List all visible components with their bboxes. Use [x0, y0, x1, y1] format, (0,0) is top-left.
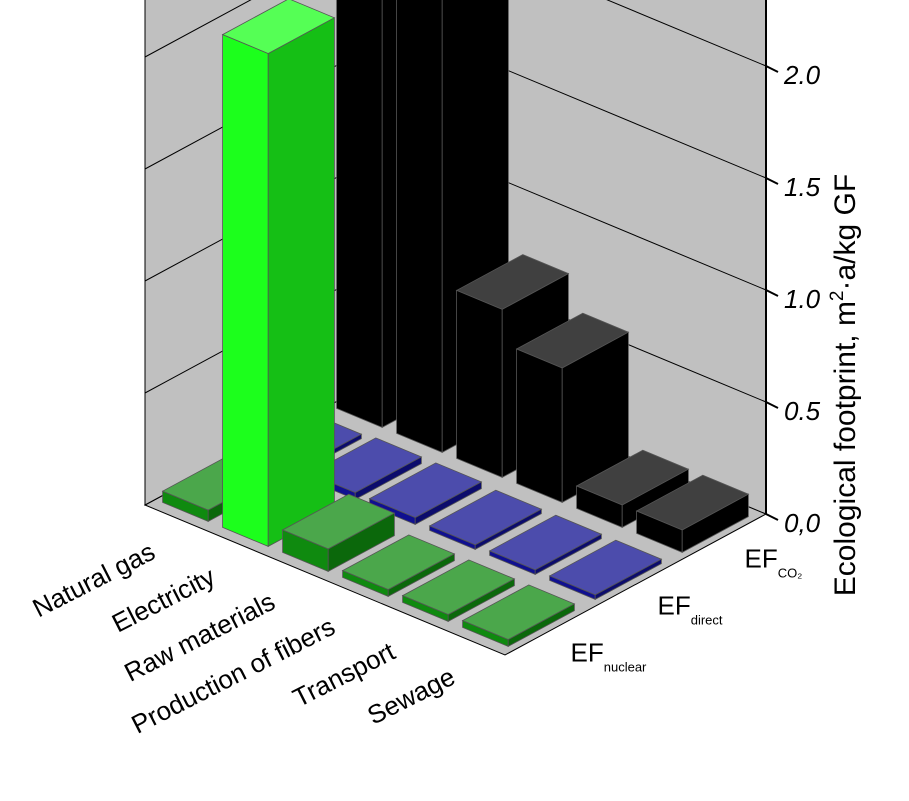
bar-side: [474, 508, 542, 551]
series-labels: EFnuclear EFdirect EFCO₂: [571, 544, 803, 675]
z-tick-4: [765, 65, 779, 73]
bar-0-3: [341, 534, 456, 598]
bar-1-4: [488, 514, 603, 576]
bar-1-5: [548, 539, 663, 601]
bar-2-5: [635, 474, 750, 554]
bar-0-2: [281, 493, 396, 573]
z-tick-label-3: 1.5: [784, 172, 821, 202]
z-tick-label-4: 2.0: [783, 60, 821, 90]
bar-side: [354, 456, 422, 501]
series-label-1: EFdirect: [658, 591, 723, 628]
bar-side: [447, 578, 515, 623]
bar-front: [396, 0, 443, 453]
gridline-4: [144, 0, 767, 67]
series-label-0: EFnuclear: [571, 638, 648, 675]
z-tick-label-2: 1.0: [784, 284, 821, 314]
z-tick-3: [765, 177, 779, 185]
bar-side: [267, 17, 335, 548]
bar-side: [507, 603, 575, 648]
bar-front: [456, 289, 503, 478]
series-label-2: EFCO₂: [745, 544, 803, 581]
z-axis-ticks: 0,00.51.01.52.02.53.0: [765, 0, 821, 538]
bar-0-1: [221, 0, 336, 548]
z-tick-label-0: 0,0: [784, 508, 821, 538]
bars-layer: [161, 0, 750, 648]
z-axis-label: Ecological footprint, m2·a/kg GF: [827, 174, 862, 596]
bar-2-3: [515, 312, 630, 504]
z-tick-2: [765, 289, 779, 297]
bar-side: [327, 512, 395, 573]
bar-side: [681, 493, 749, 554]
bar-side: [534, 533, 602, 576]
z-tick-1: [765, 401, 779, 409]
bar-0-4: [401, 559, 516, 623]
bar-side: [387, 553, 455, 598]
bar-0-5: [461, 584, 576, 648]
bar-1-2: [368, 462, 483, 526]
bar-side: [414, 481, 482, 526]
z-tick-0: [765, 513, 779, 521]
bar-front: [516, 348, 563, 503]
bar-front: [336, 0, 383, 428]
bar-side: [594, 558, 662, 601]
bar-1-3: [428, 489, 543, 551]
bar-front: [222, 33, 269, 548]
z-tick-label-1: 0.5: [784, 396, 821, 426]
